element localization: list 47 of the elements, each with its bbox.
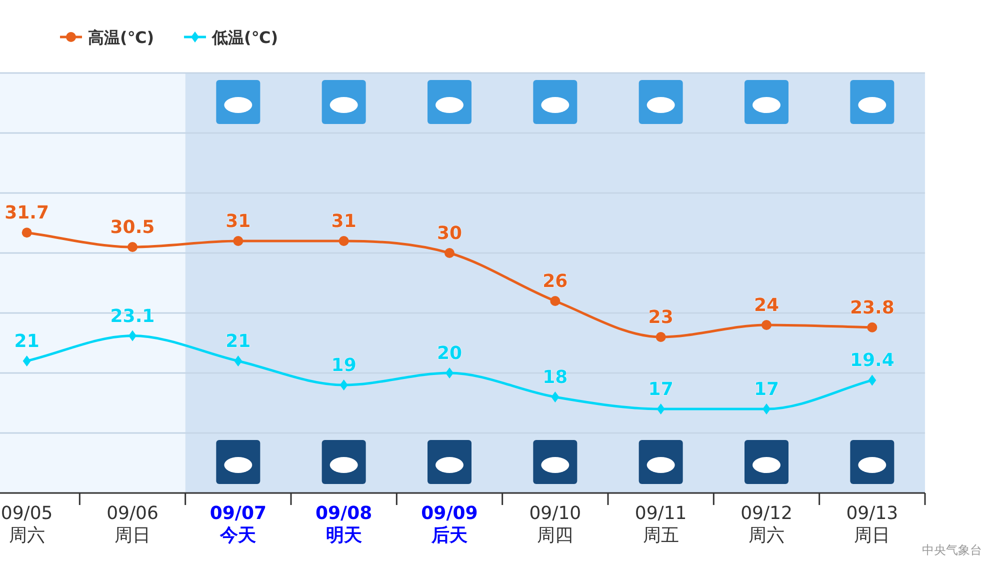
point xyxy=(446,368,454,378)
x-tick-label: 09/06 周日 xyxy=(106,503,158,546)
data-label: 17 xyxy=(754,379,780,400)
data-label: 24 xyxy=(754,295,780,316)
point xyxy=(656,332,666,342)
data-label: 21 xyxy=(226,331,251,352)
point xyxy=(550,296,560,306)
point xyxy=(656,404,665,414)
x-tick-label: 09/07 今天 xyxy=(210,503,267,546)
x-tick-label: 09/08 明天 xyxy=(315,503,372,546)
x-tick-label: 09/05 周六 xyxy=(0,503,53,546)
x-tick-label: 09/12 周六 xyxy=(740,503,792,546)
point xyxy=(128,242,138,252)
point xyxy=(22,228,32,238)
data-label: 20 xyxy=(436,343,462,364)
x-tick-label: 09/10 周四 xyxy=(529,503,582,546)
point xyxy=(762,320,772,330)
x-tick-label: 09/13 周日 xyxy=(846,503,898,546)
data-label: 23 xyxy=(648,307,674,328)
data-label: 17 xyxy=(648,379,674,400)
point xyxy=(551,392,560,402)
point xyxy=(233,236,244,246)
data-label: 21 xyxy=(14,331,40,352)
data-label: 31.7 xyxy=(4,202,50,224)
point xyxy=(340,380,348,390)
point xyxy=(867,322,878,332)
point xyxy=(338,236,349,246)
x-tick-label: 09/11 周五 xyxy=(634,503,687,546)
data-label: 30.5 xyxy=(110,217,155,238)
point xyxy=(762,404,770,414)
legend-label: 高温(℃) xyxy=(88,28,154,47)
text: 中央气象台 xyxy=(922,543,982,557)
point xyxy=(22,356,31,366)
data-label: 23.1 xyxy=(110,306,155,327)
data-label: 23.8 xyxy=(850,297,894,318)
data-label: 31 xyxy=(226,211,251,232)
data-label: 30 xyxy=(436,223,462,244)
point xyxy=(868,374,876,386)
data-label: 26 xyxy=(542,271,568,292)
data-label: 31 xyxy=(331,211,356,232)
data-label: 18 xyxy=(542,367,568,388)
point xyxy=(444,248,454,258)
point xyxy=(234,356,242,366)
legend-label: 低温(℃) xyxy=(211,28,278,47)
data-label: 19 xyxy=(331,355,356,376)
data-label: 19.4 xyxy=(850,350,894,372)
x-tick-label: 09/09 后天 xyxy=(421,503,478,546)
